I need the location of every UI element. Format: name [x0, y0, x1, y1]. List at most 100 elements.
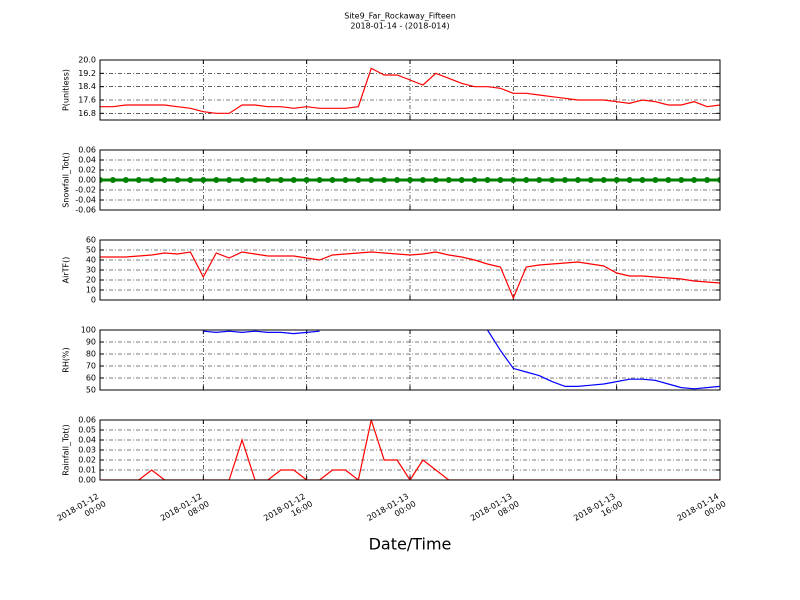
marker — [100, 177, 103, 183]
line — [203, 330, 720, 390]
marker — [587, 177, 594, 183]
y-axis-label: P(unitless) — [62, 69, 71, 111]
marker — [109, 177, 116, 183]
y-tick-label: 10 — [86, 286, 96, 295]
marker — [432, 177, 439, 183]
marker — [574, 177, 581, 183]
line — [100, 251, 720, 300]
y-tick-label: -0.04 — [75, 196, 96, 205]
y-tick-label: 0.04 — [78, 156, 96, 165]
marker — [303, 177, 310, 183]
y-tick-label: -0.06 — [75, 206, 96, 215]
plot-frame — [99, 239, 721, 301]
marker — [665, 177, 672, 183]
marker — [717, 177, 720, 183]
marker — [497, 177, 504, 183]
series — [100, 67, 720, 114]
y-tick-label: 0.00 — [78, 176, 96, 185]
y-tick-label: 70 — [86, 362, 96, 371]
y-axis-label: Rainfall_Tot() — [62, 424, 71, 476]
y-tick-label: 0.02 — [78, 456, 96, 465]
marker — [691, 177, 698, 183]
marker — [484, 177, 491, 183]
x-tick-label: 2018-01-13 08:00 — [469, 490, 521, 531]
marker — [419, 177, 426, 183]
y-tick-label: 40 — [86, 256, 96, 265]
marker — [239, 177, 246, 183]
series — [100, 251, 720, 300]
y-tick-label: 0.06 — [78, 146, 96, 155]
marker — [316, 177, 323, 183]
y-tick-label: -0.02 — [75, 186, 96, 195]
plot-frame — [99, 59, 721, 121]
marker — [264, 177, 271, 183]
marker — [187, 177, 194, 183]
marker — [549, 177, 556, 183]
marker — [355, 177, 362, 183]
chart-title: Site9_Far_Rockaway_Fifteen — [344, 12, 456, 21]
marker — [678, 177, 685, 183]
marker — [445, 177, 452, 183]
marker — [213, 177, 220, 183]
marker — [471, 177, 478, 183]
y-tick-label: 60 — [86, 236, 96, 245]
y-axis-label: Snowfall_Tot() — [62, 152, 71, 208]
marker — [626, 177, 633, 183]
marker — [510, 177, 517, 183]
y-tick-label: 0.06 — [78, 416, 96, 425]
series — [100, 177, 720, 183]
y-tick-label: 50 — [86, 386, 96, 395]
marker — [148, 177, 155, 183]
x-tick-label: 2018-01-14 00:00 — [675, 490, 727, 531]
marker — [394, 177, 401, 183]
y-tick-label: 0.05 — [78, 426, 96, 435]
y-tick-label: 20.0 — [78, 56, 96, 65]
marker — [613, 177, 620, 183]
marker — [639, 177, 646, 183]
y-tick-label: 50 — [86, 246, 96, 255]
y-tick-label: 80 — [86, 350, 96, 359]
y-tick-label: 90 — [86, 338, 96, 347]
x-axis-label: Date/Time — [369, 535, 452, 554]
marker — [381, 177, 388, 183]
plot-frame — [99, 329, 721, 391]
y-tick-label: 20 — [86, 276, 96, 285]
y-tick-label: 0 — [91, 296, 96, 305]
marker — [704, 177, 711, 183]
series — [203, 330, 720, 390]
marker — [368, 177, 375, 183]
marker — [523, 177, 530, 183]
marker — [277, 177, 284, 183]
y-axis-label: RH(%) — [62, 347, 71, 372]
y-tick-label: 30 — [86, 266, 96, 275]
marker — [458, 177, 465, 183]
y-tick-label: 0.01 — [78, 466, 96, 475]
marker — [174, 177, 181, 183]
y-tick-label: 19.2 — [78, 69, 96, 78]
chart-subtitle: 2018-01-14 - (2018-014) — [350, 22, 449, 31]
y-tick-label: 0.02 — [78, 166, 96, 175]
marker — [252, 177, 258, 183]
x-tick-label: 2018-01-13 16:00 — [572, 490, 624, 531]
y-tick-label: 60 — [86, 374, 96, 383]
plot-frame — [99, 419, 721, 481]
marker — [536, 177, 543, 183]
x-tick-label: 2018-01-12 16:00 — [262, 490, 314, 531]
y-tick-label: 18.4 — [78, 82, 96, 91]
marker — [342, 177, 349, 183]
marker — [652, 177, 659, 183]
y-tick-label: 16.8 — [78, 109, 96, 118]
marker — [226, 177, 233, 183]
y-axis-label: AirTF() — [62, 257, 71, 284]
x-tick-label: 2018-01-12 00:00 — [55, 490, 107, 531]
marker — [290, 177, 297, 183]
x-tick-label: 2018-01-13 00:00 — [365, 490, 417, 531]
y-tick-label: 0.03 — [78, 446, 96, 455]
marker — [562, 177, 568, 183]
marker — [161, 177, 168, 183]
marker — [600, 177, 607, 183]
marker — [329, 177, 336, 183]
y-tick-label: 100 — [81, 326, 96, 335]
